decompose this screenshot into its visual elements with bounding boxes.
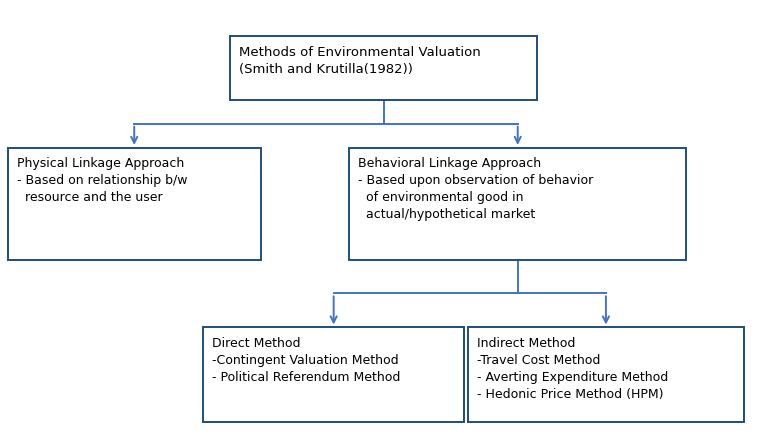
Text: Physical Linkage Approach
- Based on relationship b/w
  resource and the user: Physical Linkage Approach - Based on rel…: [17, 157, 187, 205]
FancyBboxPatch shape: [468, 328, 744, 421]
Text: Indirect Method
-Travel Cost Method
- Averting Expenditure Method
- Hedonic Pric: Indirect Method -Travel Cost Method - Av…: [477, 337, 668, 401]
Text: Direct Method
-Contingent Valuation Method
- Political Referendum Method: Direct Method -Contingent Valuation Meth…: [212, 337, 401, 384]
Text: Behavioral Linkage Approach
- Based upon observation of behavior
  of environmen: Behavioral Linkage Approach - Based upon…: [358, 157, 594, 222]
Text: Methods of Environmental Valuation
(Smith and Krutilla(1982)): Methods of Environmental Valuation (Smit…: [239, 46, 481, 76]
FancyBboxPatch shape: [230, 36, 537, 100]
FancyBboxPatch shape: [8, 148, 261, 259]
FancyBboxPatch shape: [203, 328, 464, 421]
FancyBboxPatch shape: [349, 148, 686, 259]
